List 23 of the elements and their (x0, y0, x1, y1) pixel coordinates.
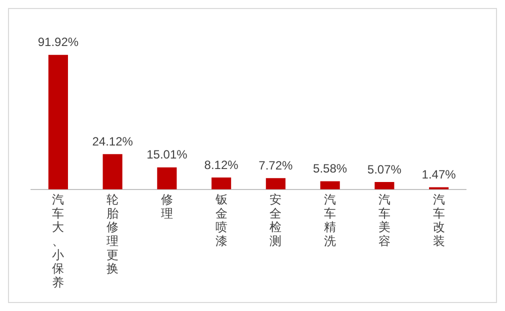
x-tick-label: 汽车美容 (378, 192, 390, 248)
data-label: 91.92% (38, 35, 79, 50)
x-tick-label: 轮胎修理更换 (106, 192, 119, 276)
x-tick-label: 钣金喷漆 (214, 192, 228, 248)
data-label: 7.72% (258, 158, 294, 172)
x-tick-label: 汽车精洗 (324, 192, 336, 248)
bar (102, 154, 122, 190)
data-label: 5.58% (313, 162, 348, 176)
x-tick-label: 修理 (160, 192, 173, 220)
bar (212, 178, 232, 190)
bar (266, 178, 286, 190)
bar (320, 181, 340, 190)
bar (374, 182, 394, 190)
data-label: 5.07% (367, 162, 402, 176)
data-label: 1.47% (422, 168, 456, 182)
data-label: 8.12% (204, 158, 239, 172)
bar (157, 167, 177, 190)
x-tick-label: 汽车大、小保养 (52, 192, 64, 290)
bar (48, 54, 68, 190)
x-tick-label: 汽车改装 (432, 192, 445, 248)
data-label: 24.12% (92, 134, 134, 148)
data-label: 15.01% (146, 148, 188, 162)
x-tick-label: 安全检测 (270, 192, 282, 248)
